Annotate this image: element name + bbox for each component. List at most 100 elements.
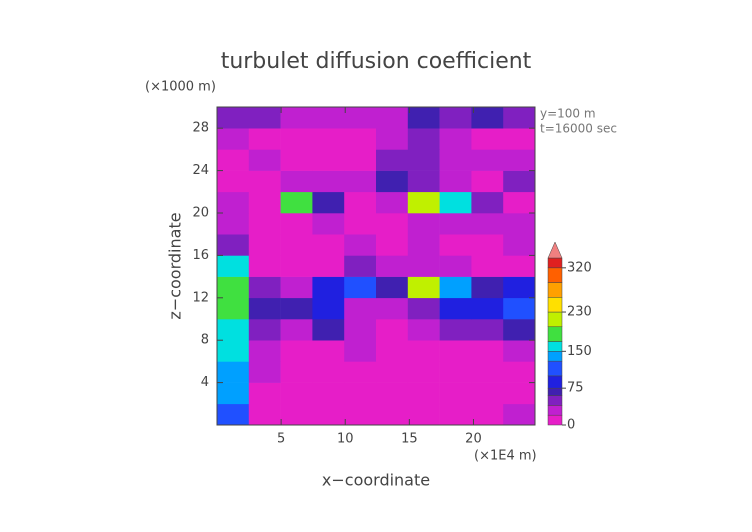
heat-cell [312, 191, 345, 214]
heat-cell [217, 361, 250, 383]
heat-cell [407, 297, 440, 320]
heat-cell [407, 191, 440, 214]
heat-cell [344, 340, 377, 362]
x-tick-label: 15 [401, 432, 418, 447]
heat-cell [471, 297, 504, 320]
x-tick-label: 5 [277, 432, 285, 447]
heat-cell [248, 213, 281, 235]
heat-cell [312, 255, 345, 277]
heat-cell [439, 255, 472, 277]
heat-cell [376, 213, 409, 235]
heat-cell [217, 276, 250, 299]
heat-cell [344, 276, 377, 299]
heat-cell [248, 297, 281, 320]
heat-cell [344, 234, 377, 256]
colorbar-band [547, 375, 563, 389]
heat-cell [376, 149, 409, 171]
x-axis-label: x−coordinate [322, 471, 430, 490]
heat-cell [503, 297, 536, 320]
heat-cell [407, 403, 440, 426]
heat-cell [503, 170, 536, 193]
y-axis-label: z−coordinate [166, 212, 185, 319]
heat-cell [280, 234, 313, 256]
heat-cell [280, 382, 313, 405]
y-tick-label: 24 [192, 163, 209, 178]
heat-cell [471, 276, 504, 299]
heat-cell [439, 149, 472, 171]
heat-cell [471, 255, 504, 277]
heat-cell [280, 213, 313, 235]
colorbar-arrow [547, 241, 563, 259]
heat-cell [439, 361, 472, 383]
heat-cell [248, 255, 281, 277]
heat-cell [407, 340, 440, 362]
heat-cell [376, 403, 409, 426]
heat-cell [407, 234, 440, 256]
heat-cell [439, 382, 472, 405]
heat-cell [471, 128, 504, 150]
heat-cell [407, 107, 440, 129]
heat-cell [376, 107, 409, 129]
heat-cell [344, 191, 377, 214]
heat-cell [217, 340, 250, 362]
heat-cell [312, 128, 345, 150]
heat-cell [217, 149, 250, 171]
heat-cell [248, 191, 281, 214]
colorbar-band [547, 341, 563, 352]
heat-cell [407, 255, 440, 277]
colorbar-tick-label: 75 [567, 381, 584, 396]
heat-cell [439, 128, 472, 150]
y-tick-label: 4 [201, 375, 209, 390]
heat-cell [280, 255, 313, 277]
heat-cell [471, 213, 504, 235]
heat-cell [312, 297, 345, 320]
heat-cell [312, 382, 345, 405]
heat-cell [376, 340, 409, 362]
heat-cell [376, 382, 409, 405]
heat-cell [503, 107, 536, 129]
heat-cell [217, 382, 250, 405]
heat-cell [503, 128, 536, 150]
heat-cell [248, 319, 281, 341]
heat-cell [503, 340, 536, 362]
heat-cell [248, 170, 281, 193]
heat-cell [217, 297, 250, 320]
heat-cell [280, 319, 313, 341]
heat-cell [376, 170, 409, 193]
heat-cell [407, 276, 440, 299]
heat-cell [344, 361, 377, 383]
heat-cell [376, 234, 409, 256]
colorbar-tick-label: 0 [567, 418, 575, 433]
heat-cell [376, 276, 409, 299]
heat-cell [439, 234, 472, 256]
heat-cell [280, 297, 313, 320]
heat-cell [439, 403, 472, 426]
heat-cell [471, 340, 504, 362]
colorbar-tick-label: 320 [567, 260, 592, 275]
heat-cell [248, 361, 281, 383]
heat-cell [471, 403, 504, 426]
heat-cell [407, 382, 440, 405]
heat-cell [248, 128, 281, 150]
heat-cell [471, 170, 504, 193]
heat-cell [217, 319, 250, 341]
heat-cell [503, 361, 536, 383]
colorbar-band [547, 311, 563, 328]
y-tick-label: 20 [192, 206, 209, 221]
chart-title: turbulet diffusion coefficient [221, 49, 532, 74]
heat-cell [217, 107, 250, 129]
x-tick-label: 20 [465, 432, 482, 447]
y-unit: (×1000 m) [145, 80, 216, 95]
heat-cell [503, 213, 536, 235]
colorbar-tick-label: 150 [567, 344, 592, 359]
heat-cell [344, 170, 377, 193]
heat-cell [217, 213, 250, 235]
heat-cell [376, 319, 409, 341]
heat-cell [280, 107, 313, 129]
heat-cell [503, 319, 536, 341]
colorbar-band [547, 395, 563, 406]
heat-cell [344, 382, 377, 405]
heat-cell [407, 170, 440, 193]
heat-cell [280, 128, 313, 150]
